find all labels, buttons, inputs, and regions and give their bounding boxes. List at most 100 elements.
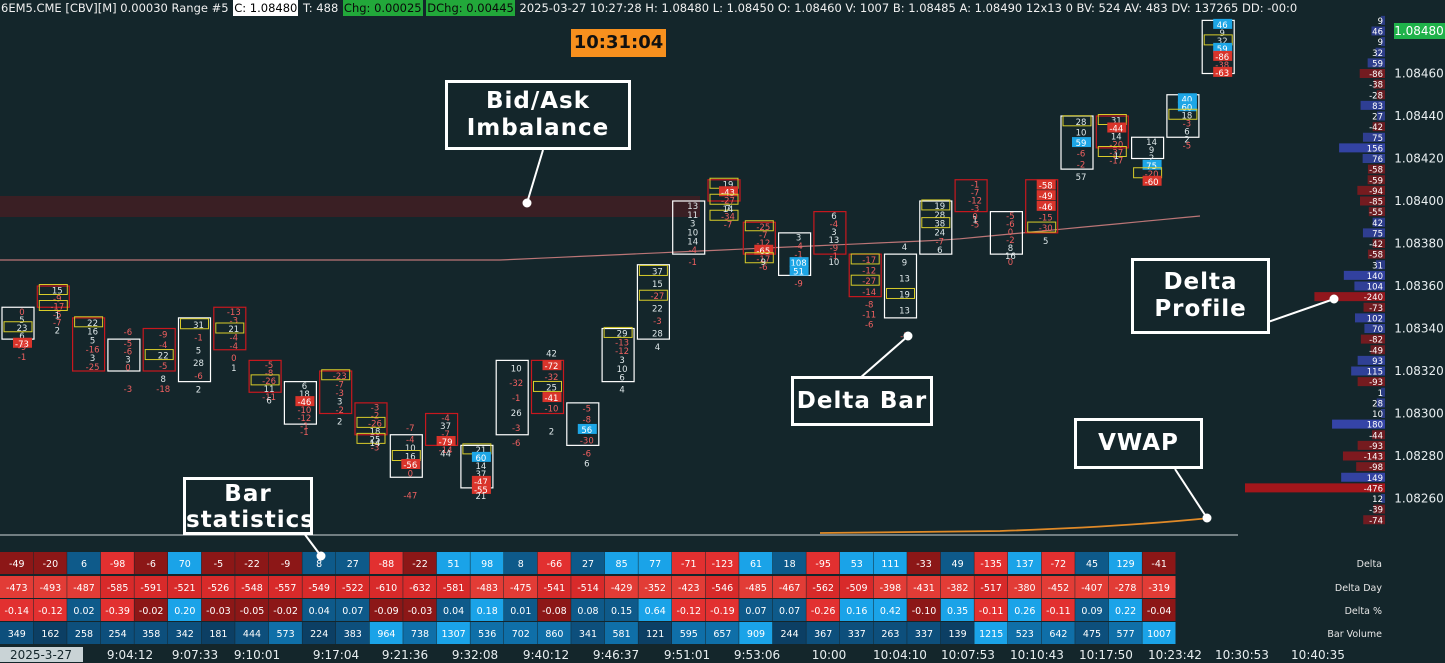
stat-cell-bg-2-30 (1008, 599, 1042, 621)
stat-cell-bg-3-6 (201, 622, 235, 644)
stat-cell-bg-0-7 (235, 552, 269, 574)
footprint-cell-19-2: 3 (690, 220, 695, 230)
stat-cell-bg-1-17 (571, 576, 605, 598)
stat-cell-0-20: -71 (681, 559, 697, 570)
stat-cell-3-10: 383 (344, 629, 362, 640)
stat-cell-3-20: 595 (680, 629, 698, 640)
footprint-body-14 (495, 359, 529, 436)
stat-cell-3-13: 1307 (442, 629, 466, 640)
stat-cell-bg-2-33 (1108, 599, 1142, 621)
footprint-cell-27-1: -7 (971, 188, 979, 198)
stat-row-label-3: Bar Volume (1327, 629, 1382, 640)
stat-cell-3-19: 121 (646, 629, 664, 640)
footprint-cell-17-5: 6 (619, 374, 624, 384)
stat-cell-bg-1-14 (470, 576, 504, 598)
footprint-cell-28-4: 8 (1008, 244, 1013, 254)
stat-cell-2-11: -0.09 (374, 606, 399, 617)
callout-delta-bar: Delta Bar (791, 376, 933, 426)
profile-value-1: 46 (1372, 28, 1383, 38)
stat-cell-bg-2-14 (470, 599, 504, 621)
stat-cell-1-34: -319 (1148, 583, 1170, 594)
stat-cell-3-34: 1007 (1147, 629, 1171, 640)
stat-cell-0-3: -98 (110, 559, 126, 570)
stat-cell-bg-2-24 (806, 599, 840, 621)
imbalance-box-31-4 (1097, 146, 1127, 157)
footprint-cell-11-3: -56 (403, 461, 417, 471)
footprint-bar-9: -23-7-33-2 2 (319, 369, 353, 428)
stat-cell-0-31: -72 (1051, 559, 1067, 570)
stat-cell-3-17: 341 (579, 629, 597, 640)
footprint-cell-0-2: 23 (17, 324, 28, 334)
callout-imbalance: Bid/Ask Imbalance (445, 80, 631, 150)
stat-cell-bg-0-34 (1142, 552, 1176, 574)
footprint-cell-2-4: 3 (90, 354, 95, 364)
stat-cell-1-31: -452 (1048, 583, 1070, 594)
footprint-cell-29-3: -15 (1039, 213, 1053, 223)
profile-bar-35 (1381, 387, 1385, 397)
stat-cell-bg-2-11 (369, 599, 403, 621)
stat-cell-bg-2-16 (537, 599, 571, 621)
stat-cell-3-27: 337 (915, 629, 933, 640)
footprint-cell-3-3: 0 (125, 364, 130, 374)
stat-cell-2-15: 0.01 (510, 606, 531, 617)
stat-cell-bg-1-28 (940, 576, 974, 598)
stat-cell-bg-0-25 (840, 552, 874, 574)
stat-cell-0-21: -123 (712, 559, 734, 570)
footprint-bar-4: -9-422-5 8-18 (142, 327, 176, 395)
stat-cell-bg-1-10 (336, 576, 370, 598)
stat-cell-2-14: 0.18 (477, 606, 498, 617)
stat-cell-bg-2-25 (840, 599, 874, 621)
footprint-cell-30-2: 59 (1076, 139, 1087, 149)
time-tick-2: 9:10:01 (234, 648, 280, 662)
profile-bar-2 (1381, 37, 1385, 47)
footprint-cell-27-3: -3 (971, 204, 979, 214)
callout-imbalance-text: Bid/Ask Imbalance (466, 88, 610, 141)
stat-cell-1-28: -382 (947, 583, 969, 594)
footprint-extra-16-0: -6 (583, 449, 591, 459)
time-tick-10: 10:00 (812, 648, 847, 662)
stat-cell-0-24: -95 (815, 559, 831, 570)
footprint-cell-21-3: -65 (756, 247, 770, 257)
imbalance-box-15-2 (533, 380, 562, 392)
profile-value-38: 180 (1367, 421, 1383, 431)
stat-cell-2-33: 0.22 (1115, 606, 1136, 617)
stat-cell-3-12: 738 (411, 629, 429, 640)
footprint-body-17 (601, 327, 635, 383)
footprint-extra-24-0: -8 (865, 301, 873, 311)
imbalance-cell-16-2 (577, 423, 597, 434)
stat-cell-bg-0-11 (369, 552, 403, 574)
price-tick-10: 1.08280 (1394, 449, 1444, 463)
profile-bar-42 (1356, 462, 1385, 472)
footprint-cell-19-0: 13 (687, 202, 698, 212)
footprint-extra-10-0: 14 (370, 439, 381, 449)
imbalance-box-21-0 (744, 220, 774, 232)
footprint-bar-20: 19-43-277-34-7 14 (707, 177, 741, 230)
footprint-cell-34-6: -63 (1215, 69, 1229, 79)
stat-cell-3-33: 577 (1117, 629, 1135, 640)
stat-cell-bg-3-13 (436, 622, 470, 644)
profile-value-24: 140 (1367, 272, 1383, 282)
footprint-body-27 (954, 179, 988, 213)
stat-cell-bg-0-20 (672, 552, 706, 574)
profile-value-41: -143 (1364, 453, 1383, 463)
footprint-cell-29-1: -49 (1039, 192, 1053, 202)
stat-cell-bg-0-28 (940, 552, 974, 574)
footprint-extra-14-0: -6 (512, 439, 520, 449)
imbalance-cell-20-1 (719, 186, 738, 197)
footprint-cell-17-4: 10 (617, 365, 628, 375)
stat-cell-bg-0-19 (638, 552, 672, 574)
footprint-cell-2-3: -16 (86, 345, 100, 355)
footprint-body-2 (71, 317, 106, 372)
profile-bar-3 (1375, 47, 1385, 57)
footprint-cell-33-2: 18 (1181, 111, 1192, 121)
footprint-cell-26-5: 6 (937, 246, 942, 256)
profile-bar-8 (1360, 100, 1385, 110)
profile-bar-7 (1376, 90, 1385, 100)
footprint-cell-28-3: -2 (1006, 236, 1014, 246)
footprint-extra-1-0: 1 (55, 311, 60, 321)
stat-cell-0-16: -66 (547, 559, 563, 570)
stat-cell-0-22: 61 (750, 559, 762, 570)
